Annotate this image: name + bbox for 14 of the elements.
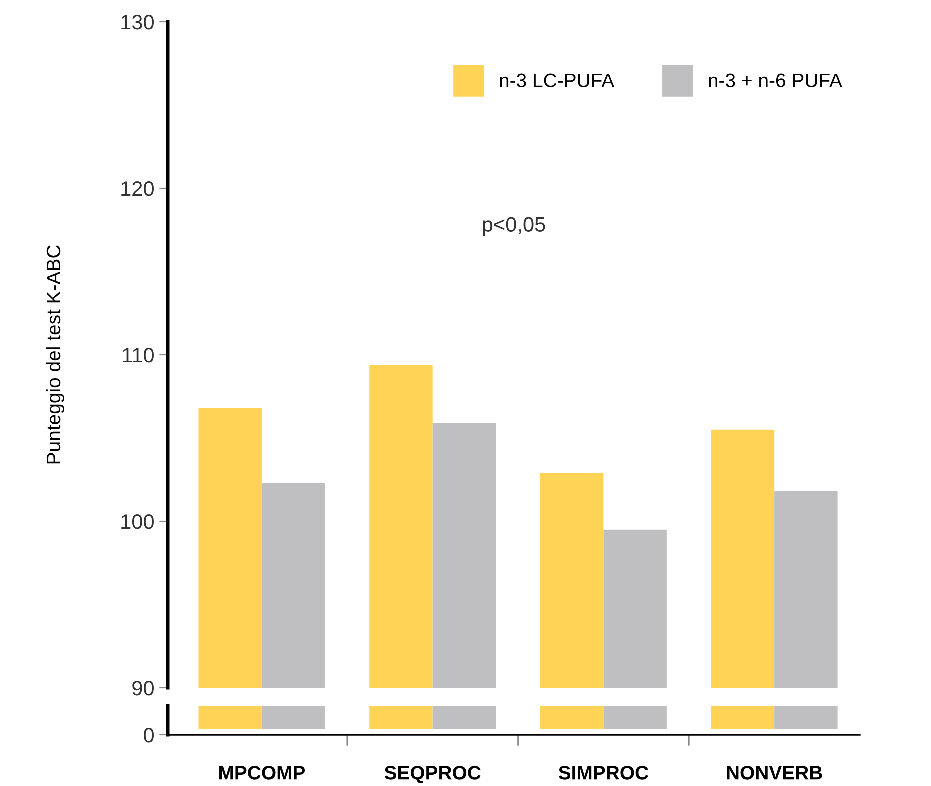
x-tick-label: MPCOMP [220,766,306,780]
annotation: p<0,05 [483,217,546,236]
x-tick-label: SIMPROC [558,766,649,780]
y-tick-label: 120 [122,182,154,196]
legend-label: n-3 + n-6 PUFA [709,74,842,88]
y-tick-label: 100 [122,514,154,530]
y-tick-label: 130 [122,15,154,30]
y-tick-label: 90 [132,681,154,696]
y-axis-title: Punteggio del test K-ABC [46,245,64,464]
legend-label: n-3 LC-PUFA [500,74,615,88]
x-tick-label: NONVERB [727,766,822,780]
text: 0 [144,728,154,743]
y-tick-label: 110 [123,348,154,363]
x-tick-label: SEQPROC [384,766,481,784]
